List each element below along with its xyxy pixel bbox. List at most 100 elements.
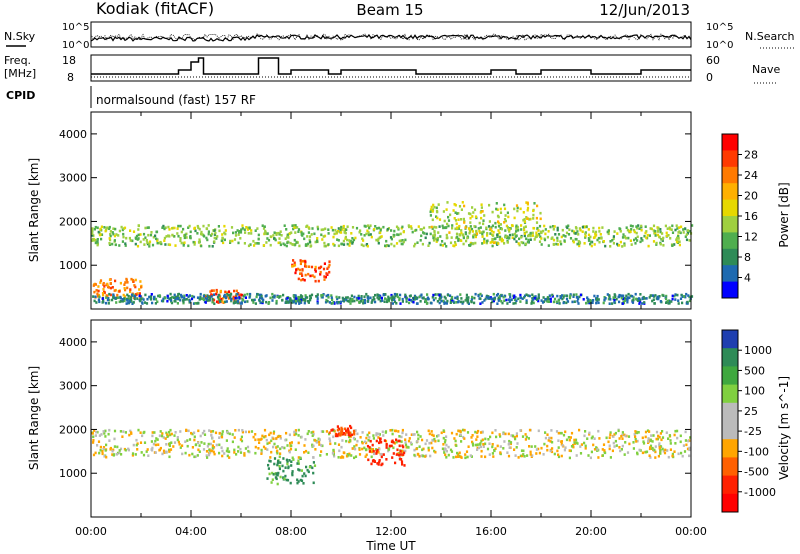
heatmap-cell [156, 241, 159, 245]
heatmap-cell [445, 449, 448, 453]
heatmap-cell [522, 211, 525, 214]
heatmap-cell [593, 448, 597, 451]
heatmap-cell [556, 294, 559, 298]
heatmap-cell [162, 297, 165, 301]
heatmap-cell [319, 270, 322, 274]
heatmap-cell [596, 297, 599, 300]
heatmap-cell [507, 298, 510, 301]
heatmap-cell [447, 215, 450, 219]
heatmap-cell [529, 217, 532, 221]
heatmap-cell [404, 238, 407, 242]
heatmap-cell [637, 224, 640, 227]
heatmap-cell [168, 455, 171, 459]
heatmap-cell [241, 430, 244, 434]
heatmap-cell [659, 242, 662, 246]
heatmap-cell [119, 430, 122, 433]
heatmap-cell [295, 268, 298, 271]
heatmap-cell [574, 226, 578, 229]
heatmap-cell [527, 437, 530, 440]
heatmap-cell [399, 293, 402, 297]
heatmap-cell [345, 430, 348, 434]
heatmap-cell [252, 435, 255, 439]
heatmap-cell [323, 278, 326, 281]
heatmap-cell [429, 208, 433, 211]
heatmap-cell [395, 302, 398, 305]
heatmap-cell [472, 444, 475, 447]
heatmap-cell [192, 240, 195, 244]
heatmap-cell [442, 226, 445, 230]
heatmap-cell [239, 438, 242, 441]
heatmap-cell [401, 449, 404, 453]
heatmap-cell [614, 295, 617, 299]
heatmap-cell [470, 300, 473, 304]
heatmap-cell [307, 231, 310, 234]
heatmap-cell [627, 435, 631, 438]
heatmap-cell [390, 242, 393, 246]
y-tick-label: 3000 [59, 380, 87, 393]
heatmap-cell [315, 295, 318, 298]
heatmap-cell [513, 298, 517, 301]
heatmap-cell [441, 240, 444, 243]
heatmap-cell [668, 301, 671, 305]
heatmap-cell [593, 236, 596, 239]
heatmap-cell [127, 448, 130, 452]
heatmap-cell [376, 462, 379, 465]
heatmap-cell [239, 296, 242, 300]
heatmap-cell [512, 434, 515, 438]
heatmap-cell [454, 439, 457, 443]
heatmap-cell [401, 431, 404, 435]
heatmap-cell [678, 240, 681, 243]
heatmap-cell [145, 450, 148, 453]
heatmap-cell [480, 203, 483, 206]
heatmap-cell [459, 433, 462, 437]
heatmap-cell [256, 242, 259, 245]
heatmap-cell [324, 300, 328, 304]
heatmap-cell [99, 228, 102, 231]
heatmap-cell [552, 300, 555, 304]
heatmap-cell [194, 302, 197, 305]
heatmap-cell [480, 449, 483, 453]
heatmap-cell [456, 226, 459, 229]
heatmap-cell [345, 439, 348, 443]
heatmap-cell [561, 228, 564, 232]
heatmap-cell [295, 432, 298, 436]
heatmap-cell [168, 228, 171, 231]
heatmap-cell [349, 241, 352, 244]
heatmap-cell [479, 442, 482, 445]
heatmap-cell [531, 454, 534, 457]
heatmap-cell [92, 284, 95, 287]
heatmap-cell [344, 235, 347, 239]
heatmap-cell [489, 227, 492, 231]
heatmap-cell [505, 298, 508, 302]
heatmap-cell [197, 226, 200, 230]
heatmap-cell [474, 443, 477, 447]
heatmap-cell [139, 441, 143, 444]
heatmap-cell [569, 449, 572, 453]
heatmap-cell [331, 451, 334, 455]
heatmap-cell [327, 243, 330, 246]
heatmap-cell [151, 434, 154, 438]
heatmap-cell [248, 430, 251, 434]
heatmap-cell [537, 293, 540, 296]
heatmap-cell [471, 434, 474, 437]
heatmap-cell [551, 293, 554, 297]
heatmap-cell [113, 429, 117, 433]
heatmap-cell [422, 296, 425, 299]
heatmap-cell [298, 268, 302, 272]
heatmap-cell [169, 292, 172, 296]
heatmap-cell [496, 444, 499, 448]
heatmap-cell [133, 284, 136, 287]
heatmap-cell [106, 282, 109, 286]
heatmap-cell [572, 240, 575, 244]
heatmap-cell [150, 231, 153, 234]
heatmap-cell [322, 430, 325, 433]
heatmap-cell [460, 218, 463, 221]
heatmap-cell [608, 447, 611, 451]
heatmap-cell [538, 232, 541, 236]
heatmap-cell [484, 455, 487, 459]
heatmap-cell [629, 224, 632, 228]
heatmap-cell [557, 299, 561, 302]
heatmap-cell [674, 429, 677, 433]
heatmap-cell [293, 433, 296, 437]
heatmap-cell [244, 430, 247, 434]
